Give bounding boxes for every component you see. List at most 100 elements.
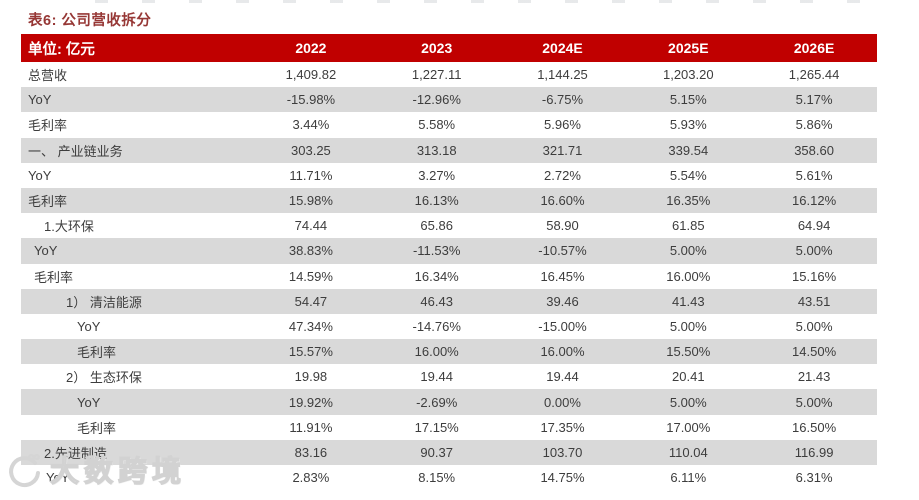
row-label: 1.大环保 (44, 219, 94, 235)
row-value: 5.54% (669, 167, 707, 183)
row-label: 毛利率 (28, 194, 68, 210)
row-label: YoY (28, 167, 52, 183)
row-value: 5.86% (795, 117, 833, 133)
row-value: 16.13% (414, 193, 459, 209)
row-value: 65.86 (420, 218, 453, 234)
row-value: 110.04 (668, 444, 708, 460)
row-value: 5.00% (795, 243, 833, 259)
table-row: 1） 清洁能源 54.47 46.43 39.46 41.43 43.51 (21, 288, 877, 314)
row-value: -15.00% (538, 318, 587, 334)
row-value: 19.98 (294, 369, 328, 385)
row-value: 5.00% (669, 318, 707, 334)
row-label: YoY (77, 318, 101, 334)
row-value: 5.00% (795, 394, 833, 410)
column-header-2022: 2022 (295, 40, 327, 56)
row-value: 16.00% (666, 268, 711, 284)
table-row: 毛利率 15.57% 16.00% 16.00% 15.50% 14.50% (21, 339, 877, 365)
row-value: 19.44 (546, 369, 579, 385)
row-value: 16.35% (666, 193, 711, 209)
row-value: 1,265.44 (788, 67, 840, 83)
row-label: 毛利率 (28, 118, 68, 134)
table-row: YoY 11.71% 3.27% 2.72% 5.54% 5.61% (21, 163, 877, 188)
row-value: 5.93% (669, 117, 707, 133)
row-value: 116.99 (794, 444, 834, 460)
row-value: 14.75% (540, 470, 585, 486)
column-header-2023: 2023 (421, 40, 453, 56)
row-value: 54.47 (294, 293, 328, 309)
row-value: -12.96% (412, 92, 461, 108)
table-row: 毛利率 11.91% 17.15% 17.35% 17.00% 16.50% (21, 415, 877, 440)
row-value: 5.15% (669, 92, 707, 108)
row-value: 5.00% (795, 318, 833, 334)
unit-label: 单位: 亿元 (28, 41, 95, 58)
row-value: 6.11% (670, 470, 707, 486)
row-label: 2） 生态环保 (66, 370, 142, 386)
row-value: -6.75% (541, 92, 584, 108)
row-value: 313.18 (416, 142, 457, 158)
row-value: 16.00% (540, 344, 585, 360)
row-value: 16.45% (540, 268, 585, 284)
row-value: 17.15% (414, 419, 459, 435)
row-value: 1,203.20 (662, 67, 714, 83)
row-value: 20.41 (672, 369, 705, 385)
table-row: YoY 38.83% -11.53% -10.57% 5.00% 5.00% (21, 238, 877, 264)
row-value: 1,409.82 (285, 67, 337, 83)
row-value: 1,227.11 (411, 67, 462, 83)
table-row: 一、 产业链业务 303.25 313.18 321.71 339.54 358.60 (21, 137, 877, 163)
row-label: 毛利率 (77, 345, 117, 361)
table-row: YoY 47.34% -14.76% -15.00% 5.00% 5.00% (21, 314, 877, 339)
row-value: 16.12% (792, 193, 837, 209)
row-value: 21.43 (797, 369, 831, 385)
row-value: -10.57% (538, 243, 587, 259)
row-value: 16.34% (414, 268, 459, 284)
row-label: YoY (77, 394, 101, 410)
row-value: 11.91% (289, 419, 333, 435)
row-value: 15.50% (666, 344, 711, 360)
row-value: 3.27% (418, 167, 456, 183)
row-label: 毛利率 (34, 269, 74, 285)
row-value: 103.70 (542, 444, 583, 460)
row-value: 83.16 (294, 444, 328, 460)
row-value: 16.60% (540, 193, 585, 209)
row-value: 3.44% (292, 117, 330, 133)
table-row: 毛利率 15.98% 16.13% 16.60% 16.35% 16.12% (21, 187, 877, 214)
table-header-row: 单位: 亿元 2022 2023 2024E 2025E 2026E (21, 34, 877, 62)
row-value: 16.00% (414, 344, 459, 360)
row-label: YoY (46, 470, 70, 486)
row-value: 15.98% (288, 193, 333, 209)
row-label: 毛利率 (77, 420, 117, 436)
row-value: 17.00% (666, 419, 711, 435)
row-value: 8.15% (418, 470, 456, 486)
row-value: 5.96% (544, 117, 581, 133)
row-value: 2.83% (292, 470, 330, 486)
row-value: 339.54 (668, 142, 709, 158)
row-value: 17.35% (540, 419, 585, 435)
row-label: YoY (28, 92, 52, 108)
table-row: YoY 19.92% -2.69% 0.00% 5.00% 5.00% (21, 389, 877, 415)
row-value: 2.72% (544, 167, 581, 183)
row-value: 19.44 (420, 369, 453, 385)
row-value: 90.37 (420, 444, 453, 460)
row-value: 14.59% (288, 268, 333, 284)
row-value: 39.46 (546, 293, 579, 309)
revenue-breakdown-table: 单位: 亿元 2022 2023 2024E 2025E 2026E 总营收 1,… (21, 34, 877, 490)
row-value: 16.50% (792, 419, 837, 435)
table-row: 毛利率 14.59% 16.34% 16.45% 16.00% 15.16% (21, 264, 877, 289)
row-value: 6.31% (795, 470, 833, 486)
row-value: 14.50% (792, 344, 837, 360)
row-value: 11.71% (289, 167, 333, 183)
row-value: -14.76% (412, 318, 461, 334)
row-value: 1,144.25 (537, 67, 588, 83)
row-value: 58.90 (546, 218, 579, 234)
cropped-text-remnant (95, 0, 885, 3)
table-row: 毛利率 3.44% 5.58% 5.96% 5.93% 5.86% (21, 112, 877, 137)
table-row: YoY -15.98% -12.96% -6.75% 5.15% 5.17% (21, 87, 877, 113)
table-row: 总营收 1,409.82 1,227.11 1,144.25 1,203.20 1,265… (21, 62, 877, 87)
column-header-2026e: 2026E (793, 40, 835, 56)
table-body: 总营收 1,409.82 1,227.11 1,144.25 1,203.20 1,265… (21, 62, 877, 490)
row-value: 5.58% (418, 117, 456, 133)
row-value: 0.00% (544, 394, 581, 410)
row-value: 46.43 (420, 293, 453, 309)
row-value: 47.34% (288, 318, 333, 334)
